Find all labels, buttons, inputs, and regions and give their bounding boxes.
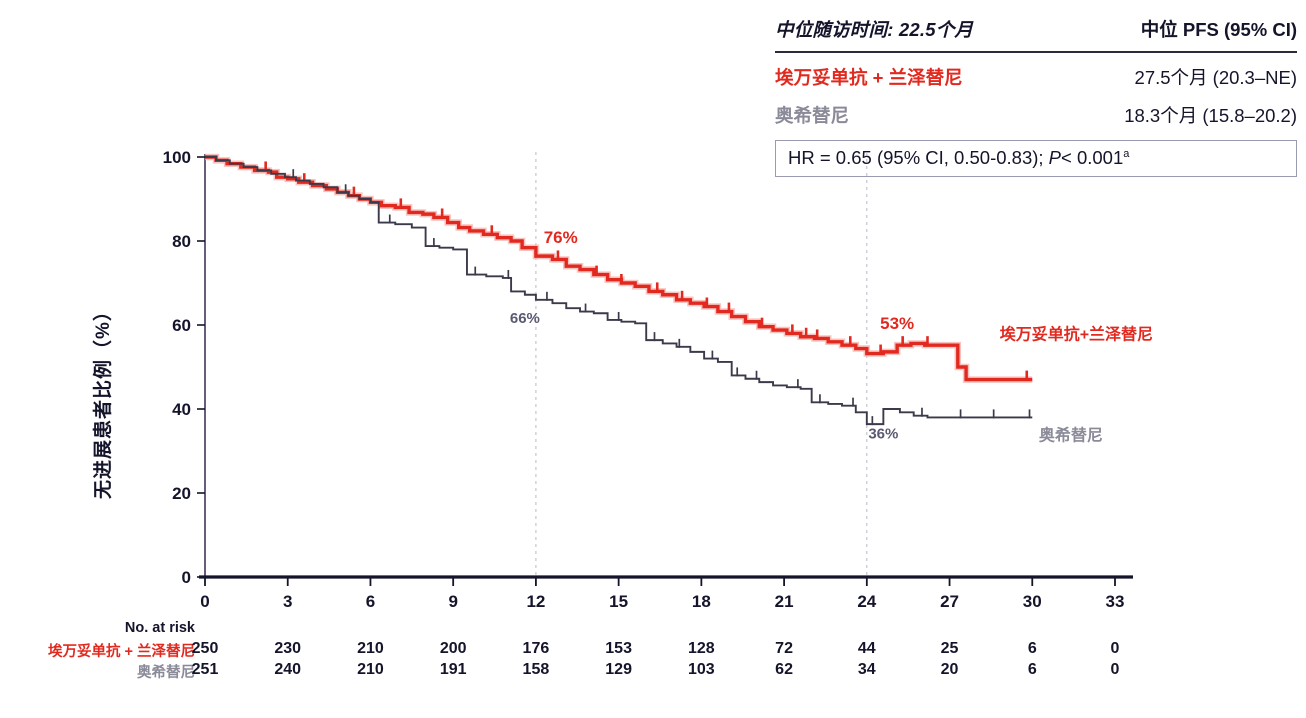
risk-table-row: 奥希替尼 251 240 210 191 158 129 103 62 34 20 6 0 bbox=[0, 661, 1306, 682]
y-tick-label: 80 bbox=[172, 232, 191, 251]
risk-cell: 34 bbox=[857, 661, 876, 678]
landmark-red-24mo: 53% bbox=[880, 314, 914, 333]
summary-row-arm-2: 奥希替尼 18.3个月 (15.8–20.2) bbox=[775, 102, 1297, 128]
risk-cell: 251 bbox=[191, 661, 219, 678]
x-tick-label: 15 bbox=[609, 592, 628, 611]
risk-cell: 0 bbox=[1110, 661, 1120, 678]
y-tick-label: 20 bbox=[172, 484, 191, 503]
arm-1-name: 埃万妥单抗 + 兰泽替尼 bbox=[775, 67, 963, 88]
p-value-rest: < 0.001 bbox=[1061, 147, 1124, 168]
arm-2-name: 奥希替尼 bbox=[775, 105, 850, 126]
summary-header-row: 中位随访时间: 22.5个月 中位 PFS (95% CI) bbox=[775, 16, 1297, 42]
curve-label-red: 埃万妥单抗+兰泽替尼 bbox=[1000, 325, 1153, 344]
x-tick-label: 9 bbox=[448, 592, 457, 611]
risk-cell: 128 bbox=[688, 640, 715, 657]
summary-divider bbox=[775, 51, 1297, 53]
risk-cell: 20 bbox=[940, 661, 959, 678]
risk-row-label: 奥希替尼 bbox=[137, 665, 195, 681]
series-line-1 bbox=[205, 156, 1033, 426]
x-tick-label: 21 bbox=[775, 592, 794, 611]
risk-cell: 250 bbox=[191, 640, 219, 657]
curve-label-grey: 奥希替尼 bbox=[1039, 426, 1103, 445]
y-tick-label: 100 bbox=[163, 148, 191, 167]
x-tick-label: 0 bbox=[200, 592, 209, 611]
x-tick-label: 30 bbox=[1023, 592, 1042, 611]
risk-cell: 62 bbox=[775, 661, 793, 678]
landmark-grey-24mo: 36% bbox=[868, 425, 898, 442]
risk-cell: 240 bbox=[274, 661, 302, 678]
x-tick-label: 6 bbox=[366, 592, 375, 611]
x-tick-label: 3 bbox=[283, 592, 292, 611]
risk-cell: 210 bbox=[357, 640, 384, 657]
summary-row-arm-1: 埃万妥单抗 + 兰泽替尼 27.5个月 (20.3–NE) bbox=[775, 64, 1297, 90]
risk-table-title: No. at risk bbox=[124, 620, 195, 636]
risk-cell: 0 bbox=[1110, 640, 1120, 657]
risk-cell: 6 bbox=[1027, 661, 1037, 678]
x-tick-label: 12 bbox=[526, 592, 545, 611]
risk-cell: 200 bbox=[439, 640, 467, 657]
arm-1-median-pfs: 27.5个月 (20.3–NE) bbox=[1134, 67, 1297, 88]
summary-panel: 中位随访时间: 22.5个月 中位 PFS (95% CI) 埃万妥单抗 + 兰… bbox=[775, 16, 1297, 177]
y-tick-label: 60 bbox=[172, 316, 191, 335]
landmark-grey-12mo: 66% bbox=[510, 310, 540, 327]
risk-cell: 176 bbox=[522, 640, 550, 657]
landmark-red-12mo: 76% bbox=[544, 228, 578, 247]
hazard-ratio-box: HR = 0.65 (95% CI, 0.50-0.83); P< 0.001a bbox=[775, 140, 1297, 177]
risk-cell: 230 bbox=[274, 640, 302, 657]
risk-cell: 25 bbox=[940, 640, 959, 657]
risk-cell: 72 bbox=[775, 640, 793, 657]
risk-cell: 210 bbox=[357, 661, 384, 678]
risk-cell: 191 bbox=[439, 661, 467, 678]
risk-cell: 103 bbox=[688, 661, 715, 678]
risk-cell: 6 bbox=[1027, 640, 1037, 657]
x-tick-label: 33 bbox=[1106, 592, 1125, 611]
risk-cell: 44 bbox=[857, 640, 876, 657]
x-tick-label: 18 bbox=[692, 592, 711, 611]
y-tick-label: 0 bbox=[182, 568, 191, 587]
series-line-0 bbox=[205, 155, 1033, 382]
arm-2-median-pfs: 18.3个月 (15.8–20.2) bbox=[1124, 105, 1297, 126]
risk-cell: 158 bbox=[522, 661, 550, 678]
km-svg: 0 20 40 60 80 100 0 3 6 9 12 15 18 21 24 27 30 33 76% 66% 53… bbox=[163, 148, 1153, 611]
p-value-italic: P bbox=[1048, 147, 1062, 168]
median-followup-label: 中位随访时间: 22.5个月 bbox=[775, 19, 974, 40]
footnote-marker: a bbox=[1123, 147, 1130, 160]
plot-area: 0 20 40 60 80 100 0 3 6 9 12 15 18 21 24 27 30 33 76% 66% 53… bbox=[163, 148, 1153, 611]
x-tick-label: 27 bbox=[940, 592, 959, 611]
hr-text: HR = 0.65 (95% CI, 0.50-0.83); bbox=[788, 147, 1049, 168]
risk-row-label: 埃万妥单抗 + 兰泽替尼 bbox=[47, 644, 195, 660]
risk-table-row: 埃万妥单抗 + 兰泽替尼 250 230 210 200 176 153 128 72 44 25… bbox=[0, 640, 1306, 661]
median-pfs-header: 中位 PFS (95% CI) bbox=[1140, 19, 1297, 40]
risk-cell: 129 bbox=[605, 661, 632, 678]
risk-cell: 153 bbox=[605, 640, 632, 657]
x-tick-label: 24 bbox=[857, 592, 876, 611]
y-tick-label: 40 bbox=[172, 400, 191, 419]
